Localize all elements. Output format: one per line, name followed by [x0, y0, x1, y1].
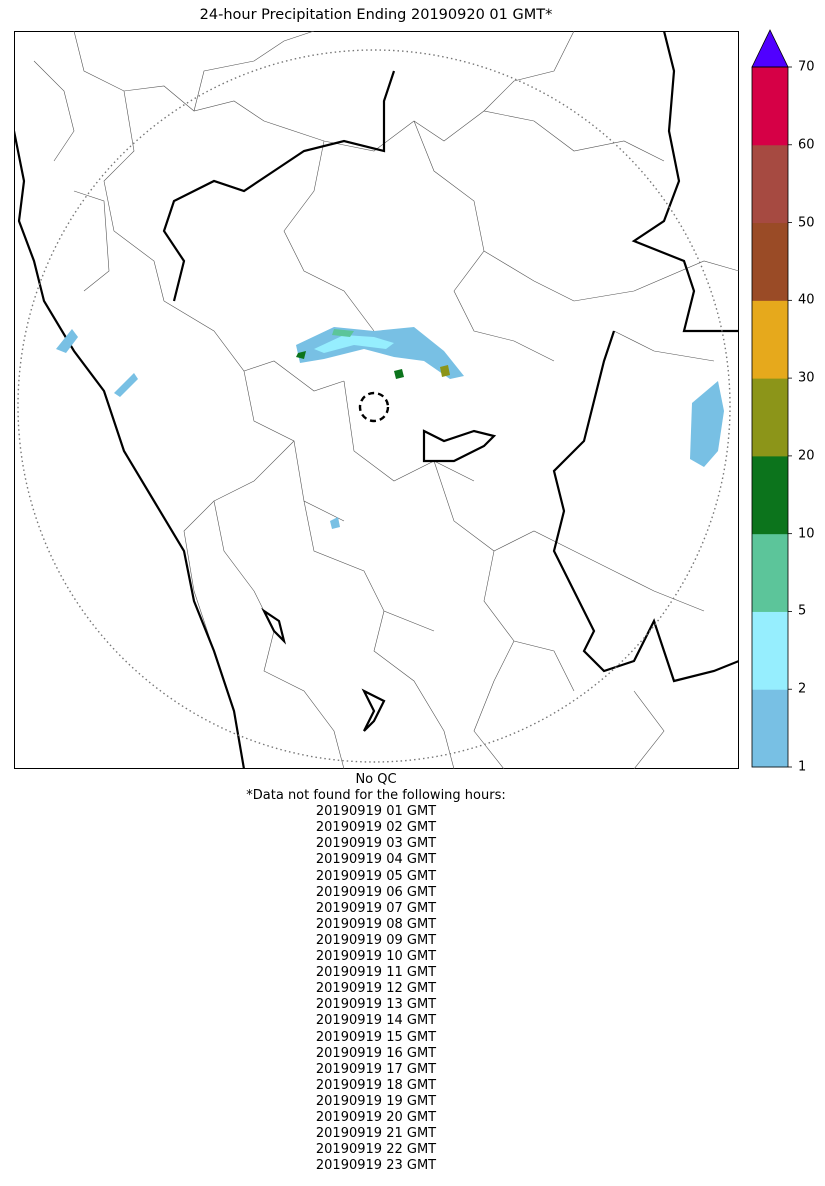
precipitation-areas	[56, 327, 724, 529]
colorbar-segment	[752, 67, 788, 146]
colorbar-frame	[751, 66, 789, 768]
missing-hour-item: 20190919 03 GMT	[315, 836, 437, 852]
missing-hour-item: 20190919 17 GMT	[315, 1061, 437, 1077]
colorbar-segment	[752, 533, 788, 612]
missing-hour-item: 20190919 23 GMT	[315, 1158, 437, 1174]
missing-hour-item: 20190919 02 GMT	[315, 820, 437, 836]
missing-hour-item: 20190919 19 GMT	[315, 1093, 437, 1109]
colorbar-tick-label: 5	[798, 603, 807, 619]
state-boundaries	[14, 31, 739, 769]
radar-site-marker	[358, 391, 390, 423]
colorbar-segment	[752, 689, 788, 768]
missing-hour-item: 20190919 08 GMT	[315, 916, 437, 932]
colorbar-segment	[752, 222, 788, 301]
missing-hour-item: 20190919 04 GMT	[315, 852, 437, 868]
colorbar-segment	[752, 455, 788, 535]
colorbar-segment	[752, 378, 788, 457]
missing-hour-item: 20190919 13 GMT	[315, 997, 437, 1013]
colorbar-segment	[752, 300, 788, 379]
missing-hour-item: 20190919 07 GMT	[315, 900, 437, 916]
precipitation-map	[14, 31, 739, 769]
missing-hour-item: 20190919 18 GMT	[315, 1077, 437, 1093]
colorbar-tick-label: 1	[798, 759, 807, 775]
colorbar-tick-label: 40	[798, 292, 815, 308]
qc-note: No QC	[355, 772, 397, 787]
colorbar-segment	[752, 144, 788, 224]
missing-hour-item: 20190919 06 GMT	[315, 884, 437, 900]
footer: No QC *Data not found for the following …	[0, 772, 752, 1174]
colorbar-tick-label: 30	[798, 370, 815, 386]
missing-hour-item: 20190919 22 GMT	[315, 1142, 437, 1158]
missing-hour-item: 20190919 10 GMT	[315, 949, 437, 965]
colorbar-tick-label: 60	[798, 137, 815, 153]
missing-hour-item: 20190919 05 GMT	[315, 868, 437, 884]
missing-hour-item: 20190919 09 GMT	[315, 932, 437, 948]
radar-range-ring	[17, 49, 731, 763]
colorbar-segment	[752, 611, 788, 690]
colorbar-tick-label: 10	[798, 526, 815, 542]
colorbar-tick-label: 70	[798, 59, 815, 75]
district-boundaries	[33, 31, 739, 769]
map-title: 24-hour Precipitation Ending 20190920 01…	[199, 7, 553, 23]
missing-hours-header: *Data not found for the following hours:	[246, 788, 506, 804]
missing-hour-item: 20190919 16 GMT	[315, 1045, 437, 1061]
map-frame	[14, 31, 739, 769]
colorbar-tick-label: 50	[798, 215, 815, 231]
missing-hours-list: 20190919 01 GMT 20190919 02 GMT 20190919 0…	[0, 804, 752, 1174]
missing-hour-item: 20190919 20 GMT	[315, 1109, 437, 1125]
colorbar-tick-label: 20	[798, 448, 815, 464]
missing-hour-item: 20190919 15 GMT	[315, 1029, 437, 1045]
missing-hour-item: 20190919 14 GMT	[315, 1013, 437, 1029]
missing-hour-item: 20190919 01 GMT	[315, 804, 437, 820]
missing-hour-item: 20190919 11 GMT	[315, 965, 437, 981]
colorbar-extend-arrow	[751, 29, 789, 68]
missing-hour-item: 20190919 21 GMT	[315, 1126, 437, 1142]
missing-hour-item: 20190919 12 GMT	[315, 981, 437, 997]
colorbar	[751, 29, 792, 768]
colorbar-tick-label: 2	[798, 681, 807, 697]
